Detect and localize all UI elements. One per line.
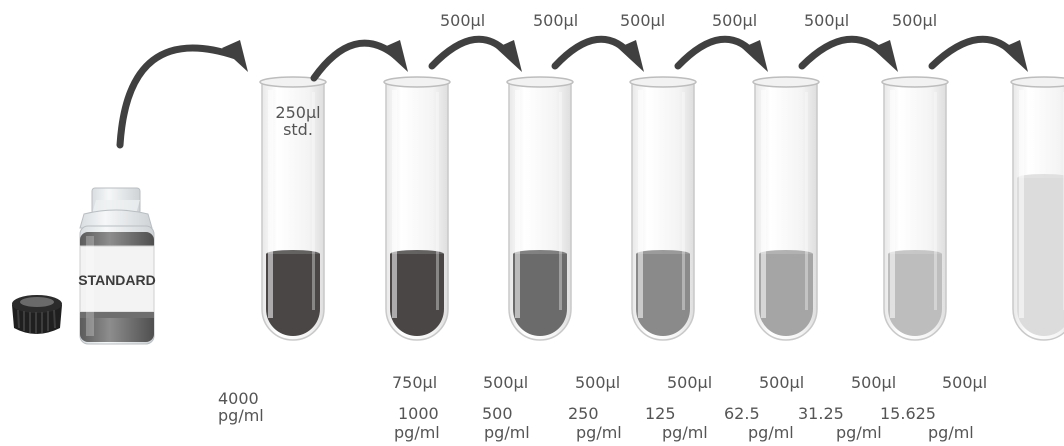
standard-label-text: STANDARD — [78, 272, 156, 288]
diluent-label-3: 500µl — [575, 373, 621, 392]
tube-liquid-5 — [759, 254, 813, 336]
concentration-value-3: 250 — [568, 404, 599, 423]
transfer-arrow-5 — [674, 35, 768, 72]
diluent-label-6: 500µl — [851, 373, 897, 392]
tube-7 — [1010, 76, 1064, 341]
diluent-label-4: 500µl — [667, 373, 713, 392]
concentration-unit-7: pg/ml — [928, 423, 974, 442]
tube-3 — [506, 76, 574, 341]
diluent-label-7: 500µl — [942, 373, 988, 392]
diluent-label-5: 500µl — [759, 373, 805, 392]
stock-concentration-value: 4000 — [218, 389, 259, 408]
tube-liquid-3 — [513, 254, 567, 336]
tube-2 — [383, 76, 451, 341]
concentration-unit-6: pg/ml — [836, 423, 882, 442]
transfer-label-6: 500µl — [892, 11, 938, 30]
concentration-unit-2: pg/ml — [484, 423, 530, 442]
first-tube-volume: 250µl — [275, 103, 321, 122]
transfer-arrow-3 — [428, 35, 522, 72]
standard-bottle: STANDARD — [78, 187, 156, 345]
diluent-label-2: 500µl — [483, 373, 529, 392]
concentration-value-7: 15.625 — [880, 404, 936, 423]
transfer-arrow-4 — [551, 35, 644, 72]
first-tube-unit: std. — [283, 120, 313, 139]
concentration-value-5: 62.5 — [724, 404, 760, 423]
tubes-group — [259, 76, 1064, 341]
tube-1 — [259, 76, 327, 341]
tube-liquid-4 — [636, 254, 690, 336]
concentration-value-6: 31.25 — [798, 404, 844, 423]
tube-6 — [881, 76, 949, 341]
tube-liquid-7 — [1017, 178, 1064, 336]
tube-liquid-6 — [888, 254, 942, 336]
diluent-label-1: 750µl — [392, 373, 438, 392]
concentration-value-1: 1000 — [398, 404, 439, 423]
standard-label-panel — [79, 245, 155, 313]
concentration-value-4: 125 — [645, 404, 676, 423]
transfer-arrow-6 — [798, 35, 898, 72]
tube-5 — [752, 76, 820, 341]
transfer-label-5: 500µl — [804, 11, 850, 30]
transfer-label-4: 500µl — [712, 11, 758, 30]
arrows-group — [116, 35, 1028, 149]
bottle-cap — [12, 295, 62, 334]
concentration-unit-1: pg/ml — [394, 423, 440, 442]
transfer-label-2: 500µl — [533, 11, 579, 30]
tube-4 — [629, 76, 697, 341]
concentration-unit-5: pg/ml — [748, 423, 794, 442]
transfer-arrow-1 — [116, 40, 248, 149]
tube-liquid-2 — [390, 254, 444, 336]
transfer-label-3: 500µl — [620, 11, 666, 30]
transfer-arrow-2 — [310, 39, 408, 82]
stock-concentration-unit: pg/ml — [218, 406, 264, 425]
concentration-unit-3: pg/ml — [576, 423, 622, 442]
transfer-label-1: 500µl — [440, 11, 486, 30]
tube-liquid-1 — [266, 254, 320, 336]
first-tube-note: 250µl std. — [264, 104, 332, 138]
transfer-arrow-7 — [928, 35, 1028, 72]
concentration-unit-4: pg/ml — [662, 423, 708, 442]
concentration-value-2: 500 — [482, 404, 513, 423]
stock-concentration: 4000 pg/ml — [218, 390, 264, 424]
